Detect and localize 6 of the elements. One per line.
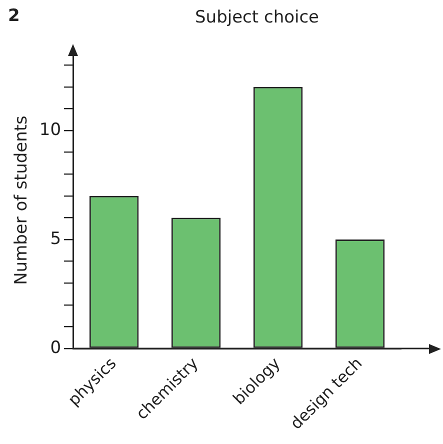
y-axis-title: Number of students <box>12 115 32 285</box>
y-tick-label: 5 <box>50 228 62 249</box>
y-tick-label: 10 <box>39 120 62 140</box>
y-tick-label: 0 <box>50 338 62 358</box>
text: 2 <box>8 6 20 26</box>
chart-title: Subject choice <box>195 7 320 28</box>
